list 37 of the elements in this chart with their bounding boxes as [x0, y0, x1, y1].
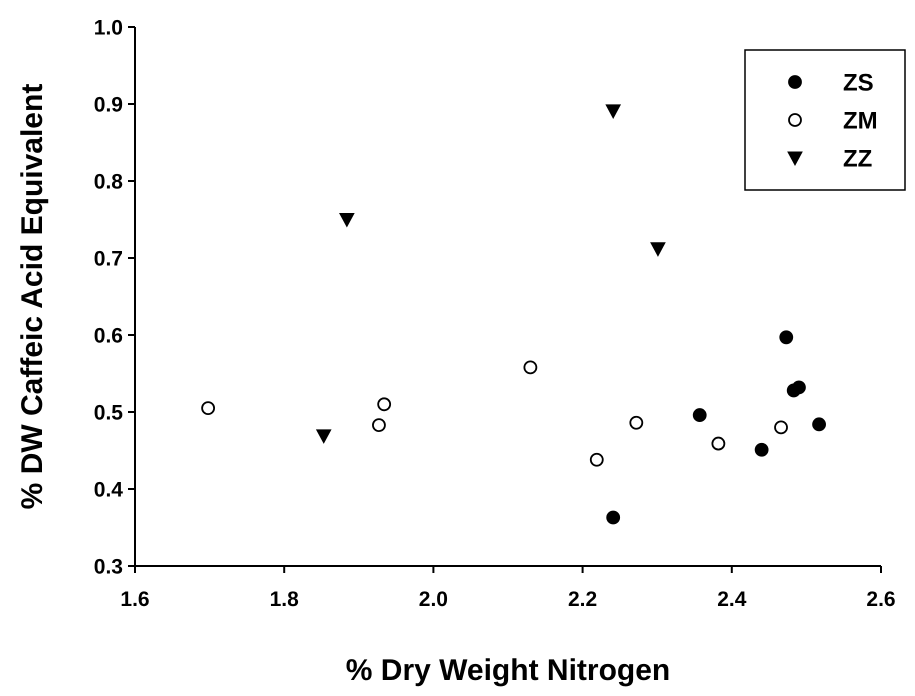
point	[523, 360, 538, 374]
point	[372, 418, 386, 432]
y-tick-label: 0.7	[94, 247, 123, 270]
x-tick-label: 2.2	[568, 588, 598, 611]
x-tick-label: 1.8	[270, 588, 300, 611]
point	[377, 397, 392, 412]
point	[792, 380, 806, 394]
point	[339, 213, 354, 227]
point	[650, 242, 666, 256]
point	[590, 452, 604, 467]
point	[201, 401, 216, 416]
x-tick-label: 1.6	[120, 588, 150, 611]
y-tick-label: 0.8	[94, 170, 124, 194]
x-tick-label: 2.4	[717, 588, 747, 611]
point	[316, 429, 332, 444]
x-tick-label: 2.0	[418, 588, 448, 611]
legend-label: ZZ	[843, 145, 872, 172]
point	[812, 417, 826, 432]
legend-label: ZS	[843, 69, 874, 96]
y-tick-label: 1.0	[94, 16, 123, 40]
point	[629, 416, 644, 430]
y-tick-label: 0.9	[94, 93, 123, 116]
y-tick-label: 0.4	[94, 478, 124, 502]
point	[692, 408, 707, 422]
point	[774, 420, 788, 434]
x-tick-label: 2.6	[866, 588, 896, 611]
point	[711, 436, 726, 450]
y-axis-title: % DW Caffeic Acid Equivalent	[16, 84, 49, 510]
point	[606, 510, 620, 524]
y-tick-label: 0.6	[94, 324, 123, 348]
legend-label: ZM	[843, 107, 878, 134]
y-tick-label: 0.5	[94, 401, 124, 424]
point	[754, 442, 769, 457]
point	[779, 330, 794, 344]
point	[606, 104, 621, 118]
x-axis-title: % Dry Weight Nitrogen	[346, 654, 670, 687]
y-tick-label: 0.3	[94, 555, 123, 578]
